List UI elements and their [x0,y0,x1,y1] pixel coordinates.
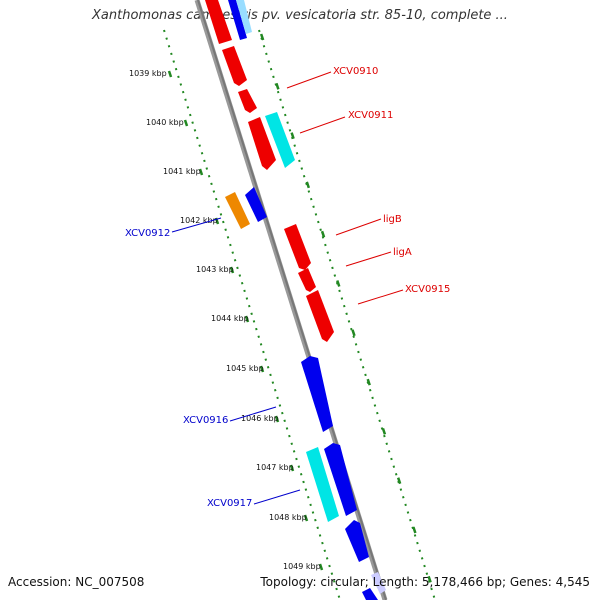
right-scale-line [258,29,436,600]
major-tick [351,329,356,337]
major-tick [183,119,189,127]
gene-feature[interactable] [362,588,378,600]
gene-feature[interactable] [324,443,357,516]
gene-feature-xcv0912-orange[interactable] [225,192,250,229]
kbp-label: 1041 kbp [163,167,201,176]
kbp-label: 1042 kbp [180,216,218,225]
major-tick [198,168,204,176]
gene-label-xcv0910[interactable]: XCV0910 [333,66,378,77]
gene-feature-xcv0910[interactable] [222,46,247,86]
major-tick [290,132,295,139]
major-tick [305,181,311,189]
gene-feature-xcv0911-red[interactable] [248,117,276,170]
gene-feature-liga[interactable] [298,268,316,292]
major-ticks [167,33,432,583]
major-tick [381,428,387,435]
gene-feature-xcv0912-blue[interactable] [245,187,267,222]
genome-summary-text: Topology: circular; Length: 5,178,466 bp… [260,575,590,589]
major-tick [336,280,341,287]
major-tick [259,365,265,373]
major-tick [275,82,280,90]
gene-feature[interactable] [236,0,252,34]
kbp-label: 1043 kbp [196,265,234,274]
genome-backbone-highlight [197,0,387,600]
gene-label-xcv0915[interactable]: XCV0915 [405,284,450,295]
major-tick [366,378,371,386]
kbp-label: 1045 kbp [226,364,264,373]
major-tick [244,315,250,323]
gene-feature-xcv0916[interactable] [301,356,333,432]
gene-label-ligb[interactable]: ligB [383,214,402,225]
major-tick [318,563,324,571]
major-tick [412,526,417,534]
major-tick [229,266,235,274]
kbp-label: 1044 kbp [211,314,249,323]
kbp-label: 1047 kbp [256,463,294,472]
gene-feature[interactable] [238,89,257,113]
major-tick [274,415,280,423]
left-scale-line [163,29,341,600]
major-tick [167,70,173,78]
gene-feature-xcv0911-rna[interactable] [265,112,295,168]
kbp-label: 1048 kbp [269,513,307,522]
kbp-label: 1039 kbp [129,69,167,78]
major-tick [396,477,402,485]
gene-feature[interactable] [205,0,232,44]
gene-features [205,0,386,600]
label-leaders [171,71,404,505]
genome-title: Xanthomonas campestris pv. vesicatoria s… [92,8,508,23]
major-tick [289,464,295,472]
gene-feature[interactable] [228,0,247,40]
kbp-label: 1040 kbp [146,118,184,127]
accession-text: Accession: NC_007508 [8,575,145,589]
kbp-label: 1046 kbp [241,414,279,423]
gene-label-xcv0916[interactable]: XCV0916 [183,415,228,426]
gene-label-xcv0911[interactable]: XCV0911 [348,110,393,121]
major-tick [259,33,265,41]
kbp-labels: 1039 kbp 1040 kbp 1041 kbp 1042 kbp 1043… [129,69,321,571]
major-tick [320,230,326,238]
gene-label-liga[interactable]: ligA [393,247,412,258]
gene-feature-xcv0917-rna[interactable] [306,447,339,522]
gene-feature[interactable] [345,520,369,562]
gene-feature-ligb[interactable] [284,224,311,270]
kbp-label: 1049 kbp [283,562,321,571]
gene-label-xcv0912[interactable]: XCV0912 [125,228,170,239]
major-tick [303,514,309,522]
gene-feature-xcv0915[interactable] [306,290,334,342]
major-tick [427,575,432,583]
gene-label-xcv0917[interactable]: XCV0917 [207,498,252,509]
gene-feature[interactable] [371,572,386,594]
